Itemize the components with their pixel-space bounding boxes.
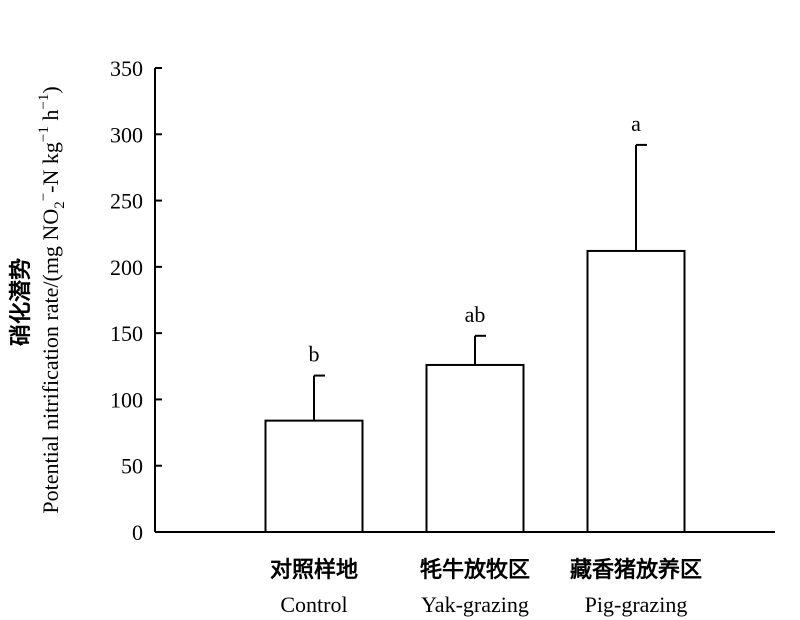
category-label-cn: 藏香猪放养区 bbox=[570, 557, 702, 583]
category-label-cn: 对照样地 bbox=[270, 557, 358, 583]
bar-yak-grazing bbox=[425, 363, 525, 533]
bars bbox=[264, 249, 686, 534]
y-tick-label: 100 bbox=[110, 387, 143, 412]
y-tick-label: 0 bbox=[132, 520, 143, 545]
y-tick-labels: 0 50 100 150 200 250 300 350 bbox=[110, 56, 143, 545]
y-tick-label: 350 bbox=[110, 56, 143, 81]
significance-labels: b ab a bbox=[309, 111, 642, 367]
y-tick-label: 150 bbox=[110, 321, 143, 346]
error-bars bbox=[313, 143, 647, 421]
category-label-cn: 牦牛放牧区 bbox=[420, 557, 530, 583]
significance-label: ab bbox=[465, 302, 486, 327]
y-axis-label-en: Potential nitrification rate/(mg NO2−-N … bbox=[36, 86, 68, 513]
significance-label: a bbox=[631, 111, 641, 136]
y-axis-label-cn: 硝化潜势 bbox=[8, 258, 34, 346]
bar-control bbox=[264, 419, 364, 534]
y-tick-label: 50 bbox=[121, 454, 143, 479]
y-tick-label: 200 bbox=[110, 255, 143, 280]
category-labels: 对照样地 Control 牦牛放牧区 Yak-grazing 藏香猪放养区 Pig-gra… bbox=[270, 557, 702, 617]
category-label-en: Control bbox=[280, 592, 347, 617]
significance-label: b bbox=[309, 342, 320, 367]
bar-pig-grazing bbox=[586, 249, 686, 533]
y-tick-label: 250 bbox=[110, 189, 143, 214]
category-label-en: Pig-grazing bbox=[585, 592, 688, 617]
category-label-en: Yak-grazing bbox=[421, 592, 529, 617]
y-tick-label: 300 bbox=[110, 122, 143, 147]
